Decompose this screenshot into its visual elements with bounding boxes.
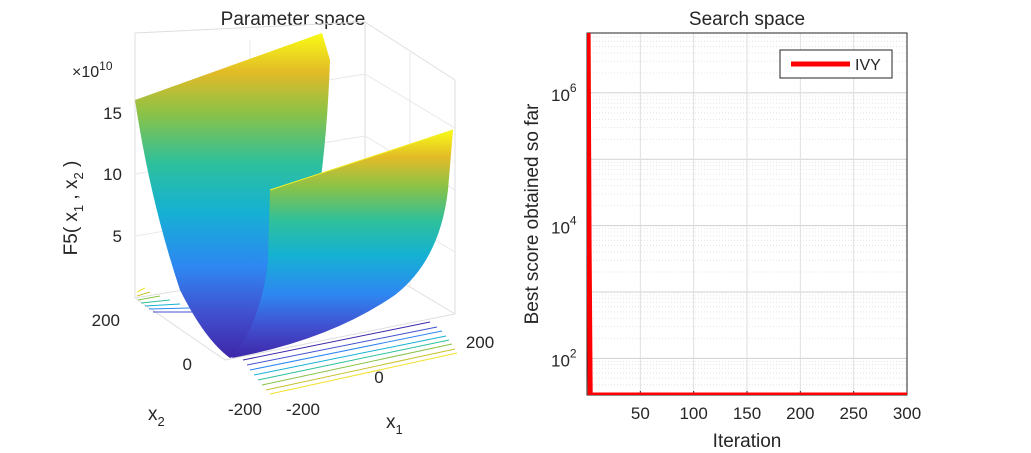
x-tick-label: 250 [839,404,867,423]
z-tick-label: 10 [103,165,122,184]
x-tick-label: -200 [286,400,320,419]
surface-y-axis-label: x2 [148,404,165,429]
surface-z-axis-label: F5( x1 , x2 ) [61,161,86,256]
y-tick-label: 200 [92,311,120,330]
surface-x-axis-label: x1 [386,412,403,437]
y-axis-label: Best score obtained so far [522,103,543,324]
x-tick-label: 50 [631,404,650,423]
x-tick-label: 100 [679,404,707,423]
surface-chart: Parameter space [61,9,494,437]
convergence-chart: Search space 50 100 150 200 250 300 102 104 106… [522,9,921,452]
series-line-ivy [587,33,907,395]
y-tick-label: 0 [183,355,192,374]
y-tick-label: 102 [551,346,577,370]
surface-z-ticks: 15 10 5 [103,104,122,246]
x-tick-label: 300 [893,404,921,423]
surface-mesh [135,33,454,358]
y-tick-label: 104 [551,214,577,238]
surface-exponent-label: ×1010 [72,59,113,81]
series-layer [587,33,907,395]
convergence-chart-title: Search space [689,9,805,30]
legend-label-ivy: IVY [855,57,881,74]
x-axis-ticks: 50 100 150 200 250 300 [631,391,921,423]
legend: IVY [779,49,893,79]
surface-chart-title: Parameter space [221,9,366,30]
x-tick-label: 200 [786,404,814,423]
z-tick-label: 15 [103,104,122,123]
z-tick-label: 5 [113,227,122,246]
x-tick-label: 0 [374,368,383,387]
y-axis-ticks: 102 104 106 [551,81,591,370]
surface-front-sheet [232,130,453,358]
surface-contours [136,287,458,395]
x-tick-label: 200 [466,333,494,352]
surface-front-edge [269,129,454,191]
surface-y-ticks: 200 0 -200 [92,311,262,419]
x-tick-label: 150 [733,404,761,423]
surface-x-ticks: -200 0 200 [286,333,494,419]
y-tick-label: -200 [228,400,262,419]
x-axis-label: Iteration [713,431,782,452]
y-tick-label: 106 [551,81,577,105]
